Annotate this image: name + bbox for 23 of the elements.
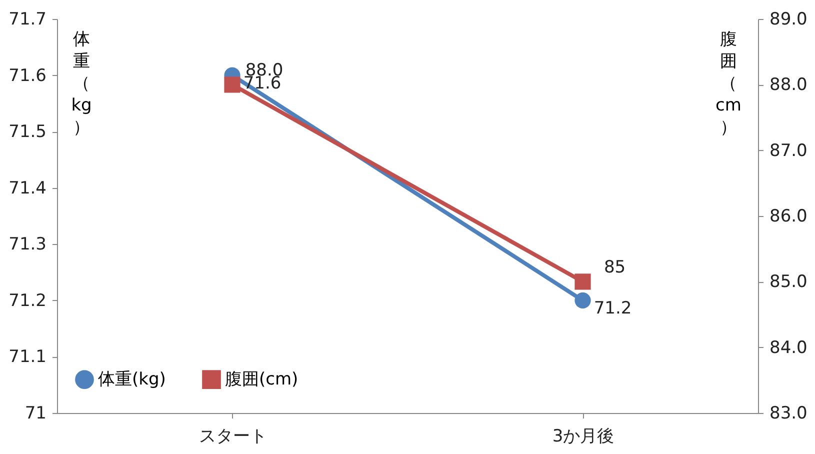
y-tick-label: 71.5: [8, 122, 46, 142]
data-label: 85: [604, 258, 626, 278]
y2-tick-label: 83.0: [770, 404, 808, 424]
y2-tick-label: 87.0: [770, 140, 808, 161]
y-axis-title: 体重（kg）: [71, 30, 92, 138]
y2-tick-label: 85.0: [770, 272, 808, 292]
y-tick-label: 71.3: [8, 234, 46, 255]
y2-axis-title: 腹囲（cm）: [716, 30, 742, 138]
y-tick-label: 71.2: [8, 290, 46, 311]
legend-label: 腹囲(cm): [225, 370, 298, 390]
legend-label: 体重(kg): [98, 370, 166, 390]
y2-tick-label: 86.0: [770, 206, 808, 226]
y2-tick-label: 84.0: [770, 338, 808, 358]
x-tick-label: 3か月後: [552, 426, 614, 446]
y2-tick-label: 89.0: [770, 10, 808, 30]
y-tick-label: 71.6: [8, 66, 46, 86]
y-tick-label: 71.7: [8, 10, 46, 30]
y-tick-label: 71.4: [8, 178, 46, 198]
data-label: 71.2: [594, 298, 632, 318]
y-tick-label: 71: [24, 404, 46, 424]
y2-tick-label: 88.0: [770, 75, 808, 96]
y-tick-label: 71.1: [8, 347, 46, 368]
x-tick-label: スタート: [198, 426, 267, 446]
